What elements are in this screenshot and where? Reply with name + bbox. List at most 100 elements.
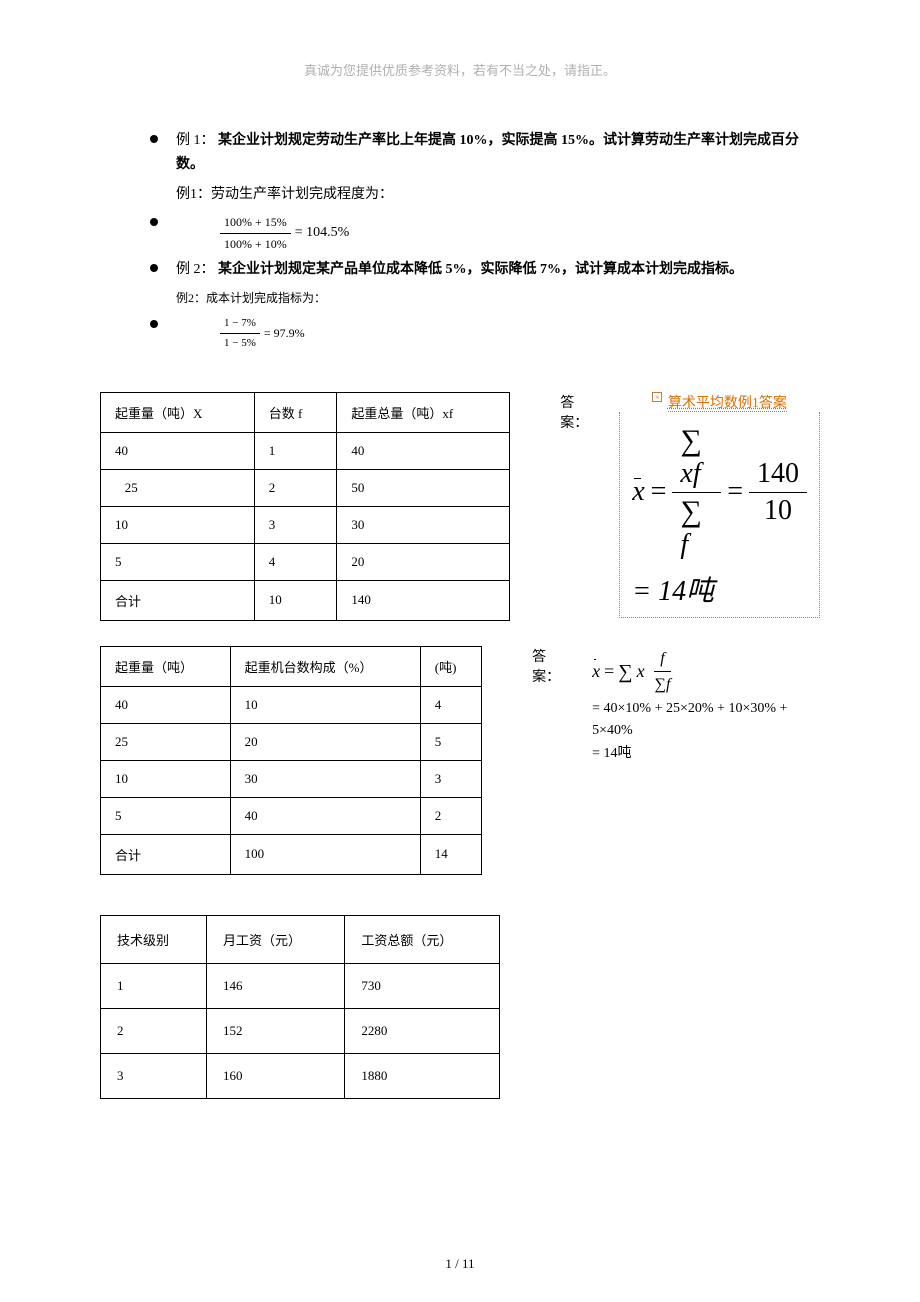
cell: 5	[101, 543, 255, 580]
ex1-fraction: 100% + 15% 100% + 10%	[220, 212, 291, 254]
cell: 合计	[101, 580, 255, 620]
t1-h2: 起重总量（吨）xf	[337, 392, 510, 432]
table-row: 起重量（吨）X 台数 f 起重总量（吨）xf	[101, 392, 510, 432]
table1-block: 起重量（吨）X 台数 f 起重总量（吨）xf 40140 25250 10330…	[100, 392, 820, 621]
cell: 4	[254, 543, 337, 580]
cell: 3	[101, 1053, 207, 1098]
example-2: 例 2： 某企业计划规定某产品单位成本降低 5%，实际降低 7%，试计算成本计划…	[100, 258, 820, 282]
ex1-sub: 例1：劳动生产率计划完成程度为：	[100, 183, 820, 207]
cell: 4	[420, 686, 481, 723]
cell: 14	[420, 834, 481, 874]
ex1-label: 例 1：	[176, 133, 215, 148]
table-3: 技术级别 月工资（元） 工资总额（元） 1146730 21522280 316…	[100, 915, 500, 1099]
ex2-formula-row: 1 − 7% 1 − 5% = 97.9%	[100, 314, 820, 352]
cell: 10	[254, 580, 337, 620]
table-row: 40140	[101, 432, 510, 469]
t3-h1: 月工资（元）	[206, 915, 344, 963]
table-row: 起重量（吨） 起重机台数构成（%） (吨)	[101, 646, 482, 686]
formula-1: x= ∑ xf ∑ f = 140 10	[632, 422, 807, 563]
ex2-formula: 1 − 7% 1 − 5% = 97.9%	[176, 314, 820, 352]
example-1: 例 1： 某企业计划规定劳动生产率比上年提高 10%，实际提高 15%。试计算劳…	[100, 129, 820, 177]
cell: 140	[337, 580, 510, 620]
bullet-icon	[150, 320, 158, 328]
cell: 2	[254, 469, 337, 506]
ex2-label: 例 2：	[176, 262, 215, 277]
cell: 50	[337, 469, 510, 506]
table-row: 25250	[101, 469, 510, 506]
bullet-icon	[150, 218, 158, 226]
ex2-num: 1 − 7%	[220, 314, 260, 334]
cell: 10	[230, 686, 420, 723]
cell: 2	[101, 1008, 207, 1053]
table-1: 起重量（吨）X 台数 f 起重总量（吨）xf 40140 25250 10330…	[100, 392, 510, 621]
example-1-text: 例 1： 某企业计划规定劳动生产率比上年提高 10%，实际提高 15%。试计算劳…	[176, 129, 820, 177]
cell: 3	[254, 506, 337, 543]
t3-h0: 技术级别	[101, 915, 207, 963]
ex1-formula: 100% + 15% 100% + 10% = 104.5%	[176, 212, 820, 254]
answer-title-1: 算术平均数例1答案	[668, 396, 787, 412]
table-2: 起重量（吨） 起重机台数构成（%） (吨) 40104 25205 10303 …	[100, 646, 482, 875]
ex2-result: = 97.9%	[264, 323, 305, 343]
table-row: 合计10014	[101, 834, 482, 874]
cell: 2280	[345, 1008, 500, 1053]
table-row: 31601880	[101, 1053, 500, 1098]
cell: 20	[337, 543, 510, 580]
formula-2-line3: = 14吨	[592, 743, 820, 765]
formula-2: x= ∑x f ∑f = 40×10% + 25×20% + 10×30% + …	[592, 646, 820, 765]
cell: 1	[101, 963, 207, 1008]
ex1-num: 100% + 15%	[220, 212, 291, 233]
cell: 10	[101, 760, 231, 797]
cell: 40	[101, 686, 231, 723]
cell: 3	[420, 760, 481, 797]
table2-answer: 答案： x= ∑x f ∑f = 40×10% + 25×20% + 10×30…	[532, 646, 820, 765]
cell: 160	[206, 1053, 344, 1098]
cell: 1880	[345, 1053, 500, 1098]
cell: 5	[101, 797, 231, 834]
bullet-icon	[150, 135, 158, 143]
bullet-icon	[150, 264, 158, 272]
t1-h0: 起重量（吨）X	[101, 392, 255, 432]
t2-h0: 起重量（吨）	[101, 646, 231, 686]
table-row: 技术级别 月工资（元） 工资总额（元）	[101, 915, 500, 963]
cell: 40	[337, 432, 510, 469]
table-row: 1146730	[101, 963, 500, 1008]
table-row: 40104	[101, 686, 482, 723]
cell: 10	[101, 506, 255, 543]
table2-block: 起重量（吨） 起重机台数构成（%） (吨) 40104 25205 10303 …	[100, 646, 820, 875]
answer-label-2: 答案：	[532, 646, 572, 686]
table-row: 10330	[101, 506, 510, 543]
ex2-sub: 例2：成本计划完成指标为：	[100, 288, 820, 308]
cell: 25	[101, 723, 231, 760]
ex2-fraction: 1 − 7% 1 − 5%	[220, 314, 260, 352]
table-row: 5402	[101, 797, 482, 834]
t1-h1: 台数 f	[254, 392, 337, 432]
cell: 2	[420, 797, 481, 834]
cell: 30	[230, 760, 420, 797]
cell: 25	[101, 469, 255, 506]
cell: 40	[230, 797, 420, 834]
table-row: 10303	[101, 760, 482, 797]
ex1-den: 100% + 10%	[220, 234, 291, 254]
cell: 30	[337, 506, 510, 543]
ex1-result: = 104.5%	[295, 221, 350, 245]
table-row: 5420	[101, 543, 510, 580]
broken-image-icon: ×	[652, 392, 662, 402]
ex1-formula-row: 100% + 15% 100% + 10% = 104.5%	[100, 212, 820, 254]
t2-h1: 起重机台数构成（%）	[230, 646, 420, 686]
cell: 20	[230, 723, 420, 760]
table-row: 21522280	[101, 1008, 500, 1053]
t2-h2: (吨)	[420, 646, 481, 686]
ex2-body: 某企业计划规定某产品单位成本降低 5%，实际降低 7%，试计算成本计划完成指标。	[218, 262, 743, 277]
formula-1-final: = 14吨	[632, 569, 807, 609]
cell: 152	[206, 1008, 344, 1053]
cell: 100	[230, 834, 420, 874]
header-note: 真诚为您提供优质参考资料，若有不当之处，请指正。	[100, 60, 820, 79]
table-row: 25205	[101, 723, 482, 760]
cell: 146	[206, 963, 344, 1008]
ex1-body: 某企业计划规定劳动生产率比上年提高 10%，实际提高 15%。试计算劳动生产率计…	[176, 133, 799, 172]
cell: 40	[101, 432, 255, 469]
ex2-den: 1 − 5%	[220, 334, 260, 353]
answer-label: 答案：	[560, 392, 599, 432]
t3-h2: 工资总额（元）	[345, 915, 500, 963]
cell: 合计	[101, 834, 231, 874]
